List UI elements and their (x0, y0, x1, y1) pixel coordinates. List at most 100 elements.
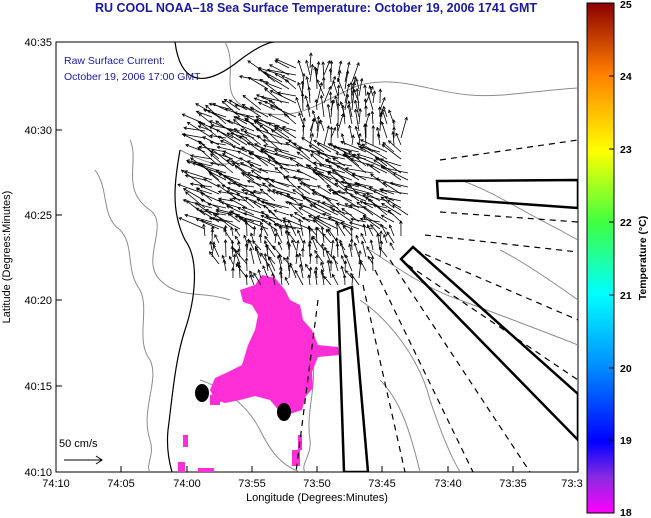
colorbar-tick-label: 23 (620, 144, 632, 156)
current-vector (317, 185, 332, 195)
current-vector-head (313, 161, 317, 165)
current-vector (246, 115, 262, 125)
current-vector (249, 164, 269, 174)
current-vector-head (366, 91, 370, 96)
current-vector (312, 170, 332, 188)
current-vector-head (349, 158, 354, 162)
current-vector-head (256, 198, 261, 202)
current-vector-head (289, 157, 294, 161)
current-vector (384, 196, 402, 202)
current-vector (358, 250, 361, 265)
current-vector (199, 141, 220, 160)
current-vector (305, 95, 311, 111)
current-vector-head (244, 192, 248, 196)
current-vector (389, 224, 395, 237)
current-vector (248, 240, 255, 251)
current-vector-head (386, 231, 390, 236)
current-vector (330, 240, 334, 258)
current-vector-head (371, 124, 375, 129)
current-vector (279, 254, 283, 265)
current-vector (367, 224, 374, 237)
current-vector-head (209, 140, 214, 145)
current-vector-head (265, 177, 270, 181)
current-vector (355, 235, 360, 244)
current-vector-head (296, 239, 300, 244)
current-vector-head (232, 196, 236, 201)
current-vector-head (243, 212, 247, 216)
current-vector (323, 276, 332, 286)
current-vector-head (363, 123, 367, 128)
current-vector-head (362, 214, 367, 219)
current-vector (235, 263, 248, 279)
current-vector (357, 142, 374, 153)
current-vector-head (244, 257, 249, 261)
current-vector-head (313, 216, 318, 221)
current-vector (295, 240, 299, 258)
current-vector-head (368, 85, 372, 89)
current-vector (361, 143, 388, 160)
current-vector-head (226, 186, 231, 191)
current-vector (213, 244, 220, 258)
current-vector-head (247, 172, 251, 176)
current-vector-head (255, 94, 260, 98)
current-vector-head (295, 96, 299, 101)
current-vector-head (228, 255, 233, 260)
current-vector-head (267, 256, 272, 261)
current-vector (200, 199, 220, 209)
current-vector-head (341, 207, 346, 212)
current-vector-head (319, 94, 324, 99)
current-vector-head (226, 190, 230, 194)
current-vector-head (335, 242, 340, 247)
current-vector-head (249, 164, 254, 168)
current-vector-head (337, 77, 341, 82)
current-vector-head (274, 152, 279, 156)
current-vector-head (337, 69, 342, 74)
current-vector-head (209, 161, 214, 166)
current-vector-head (252, 189, 257, 194)
current-vector (253, 226, 255, 237)
current-vector (287, 256, 290, 272)
current-vector (323, 60, 331, 76)
x-tick-label: 73:55 (238, 478, 266, 490)
surface-current-vectors (177, 52, 409, 286)
current-vector (294, 270, 304, 286)
current-vector (232, 197, 248, 202)
current-vector-head (262, 204, 267, 209)
current-vector (320, 95, 325, 118)
current-vector-head (340, 180, 345, 184)
current-vector (247, 160, 262, 167)
current-vector-head (328, 91, 333, 95)
current-vector-head (241, 173, 246, 177)
current-vector (240, 162, 262, 174)
current-vector-head (377, 106, 382, 110)
current-vector-head (355, 234, 359, 239)
current-vector-head (292, 189, 296, 193)
current-vector (336, 223, 346, 237)
current-vector-head (208, 126, 213, 130)
y-tick-label: 40:10 (24, 467, 52, 479)
current-vector-head (226, 119, 231, 123)
current-vector (344, 186, 374, 195)
current-vector-head (336, 84, 341, 89)
current-vector (372, 91, 376, 104)
current-vector-head (285, 142, 289, 146)
current-vector (216, 210, 234, 216)
current-vector-head (199, 185, 204, 189)
current-vector-head (267, 122, 272, 127)
current-vector (323, 125, 330, 146)
current-vector (322, 233, 332, 244)
current-vector-head (312, 169, 316, 174)
current-vector (316, 121, 320, 139)
current-vector-head (209, 120, 213, 124)
current-vector (210, 151, 234, 160)
current-vector (321, 271, 325, 286)
current-vector (297, 178, 311, 188)
current-vector (381, 121, 388, 139)
current-vector-head (254, 247, 259, 251)
current-vector (308, 215, 332, 230)
current-vector (392, 131, 395, 146)
current-vector-head (249, 274, 253, 278)
current-vector-head (311, 117, 316, 122)
current-vector (367, 91, 374, 111)
current-vector (320, 262, 325, 272)
